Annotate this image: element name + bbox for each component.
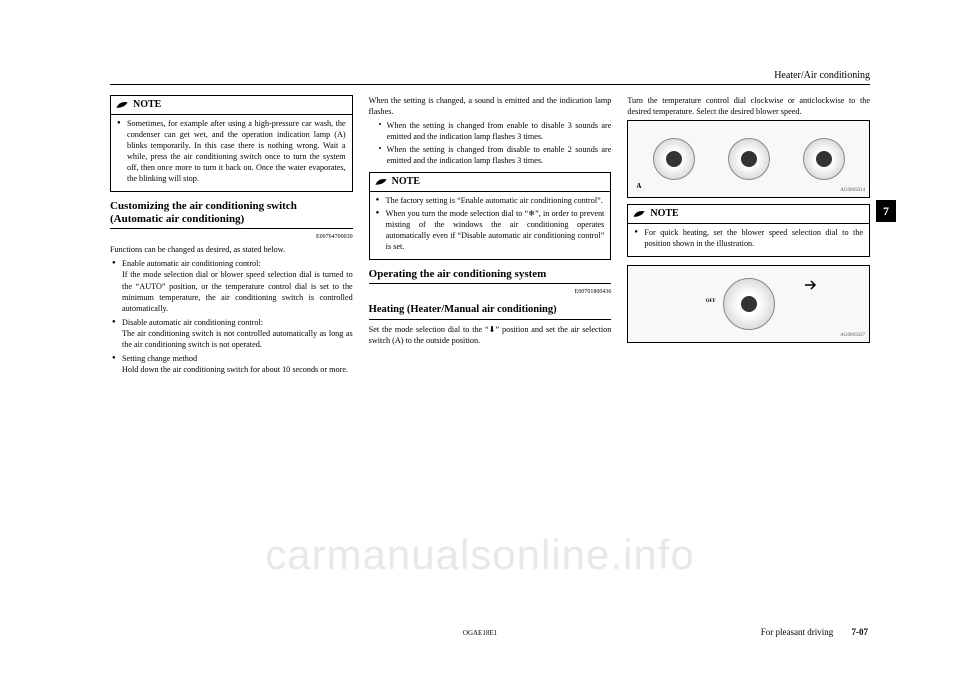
note-item: Sometimes, for example after using a hig… — [117, 118, 346, 184]
document-code: OGAE18E1 — [463, 629, 497, 637]
list-body: Hold down the air conditioning switch fo… — [122, 365, 348, 374]
page-footer: For pleasant driving 7-07 — [761, 627, 868, 637]
subsection-rule — [369, 319, 612, 320]
section-title-operating: Operating the air conditioning system — [369, 268, 612, 281]
page-content: Heater/Air conditioning NOTE Sometimes, … — [0, 0, 960, 408]
note-label: NOTE — [133, 98, 161, 112]
temperature-dial-icon — [653, 138, 695, 180]
list-item: Setting change method Hold down the air … — [110, 353, 353, 375]
note-body: For quick heating, set the blower speed … — [628, 224, 869, 256]
note-leaf-icon — [632, 209, 646, 219]
ref-code: E00764700030 — [110, 233, 353, 241]
section-rule — [110, 228, 353, 229]
arrow-icon — [805, 280, 819, 290]
callout-a: A — [636, 182, 641, 191]
note-body: Sometimes, for example after using a hig… — [111, 115, 352, 191]
note-body: The factory setting is “Enable automatic… — [370, 192, 611, 259]
note-item: The factory setting is “Enable automatic… — [376, 195, 605, 206]
header-rule — [110, 84, 870, 85]
list-item: When the setting is changed from disable… — [379, 144, 612, 166]
note-header: NOTE — [111, 96, 352, 115]
bullet-list: Enable automatic air conditioning contro… — [110, 258, 353, 375]
body-text: Turn the temperature control dial clockw… — [627, 95, 870, 117]
column-2: When the setting is changed, a sound is … — [369, 95, 612, 378]
section-title-customizing: Customizing the air conditioning switch … — [110, 200, 353, 226]
figure-code: AG0065014 — [840, 188, 865, 195]
subsection-title-heating: Heating (Heater/Manual air conditioning) — [369, 304, 612, 317]
list-item: Disable automatic air conditioning contr… — [110, 317, 353, 350]
mode-dial-icon — [803, 138, 845, 180]
chapter-name: For pleasant driving — [761, 627, 834, 637]
note-leaf-icon — [374, 177, 388, 187]
running-header: Heater/Air conditioning — [110, 70, 870, 81]
note-item: For quick heating, set the blower speed … — [634, 227, 863, 249]
list-head: Enable automatic air conditioning contro… — [122, 259, 261, 268]
list-item: When the setting is changed from enable … — [379, 120, 612, 142]
note-header: NOTE — [370, 173, 611, 192]
figure-dials-1: A AG0065014 — [627, 120, 870, 198]
column-layout: NOTE Sometimes, for example after using … — [110, 95, 870, 378]
note-box-3: NOTE For quick heating, set the blower s… — [627, 204, 870, 257]
list-item: Enable automatic air conditioning contro… — [110, 258, 353, 313]
note-label: NOTE — [650, 207, 678, 221]
section-rule — [369, 283, 612, 284]
note-box-1: NOTE Sometimes, for example after using … — [110, 95, 353, 192]
off-label: OFF — [706, 299, 716, 306]
list-body: The air conditioning switch is not contr… — [122, 329, 353, 349]
body-text: Functions can be changed as desired, as … — [110, 244, 353, 255]
body-text: When the setting is changed, a sound is … — [369, 95, 612, 117]
list-head: Setting change method — [122, 354, 197, 363]
figure-code: AG0065027 — [840, 333, 865, 340]
sub-bullet-list: When the setting is changed from enable … — [369, 120, 612, 166]
figure-dials-2: OFF AG0065027 — [627, 265, 870, 343]
column-3: Turn the temperature control dial clockw… — [627, 95, 870, 378]
note-item: When you turn the mode selection dial to… — [376, 208, 605, 252]
page-number: 7-07 — [852, 627, 869, 637]
ref-code: E00701800436 — [369, 288, 612, 296]
list-head: Disable automatic air conditioning contr… — [122, 318, 263, 327]
note-leaf-icon — [115, 100, 129, 110]
watermark: carmanualsonline.info — [265, 531, 695, 579]
blower-dial-icon: OFF — [723, 278, 775, 330]
column-1: NOTE Sometimes, for example after using … — [110, 95, 353, 378]
note-box-2: NOTE The factory setting is “Enable auto… — [369, 172, 612, 260]
body-text: Set the mode selection dial to the “⬇” p… — [369, 324, 612, 346]
blower-dial-icon — [728, 138, 770, 180]
note-label: NOTE — [392, 175, 420, 189]
list-body: If the mode selection dial or blower spe… — [122, 270, 353, 312]
note-header: NOTE — [628, 205, 869, 224]
